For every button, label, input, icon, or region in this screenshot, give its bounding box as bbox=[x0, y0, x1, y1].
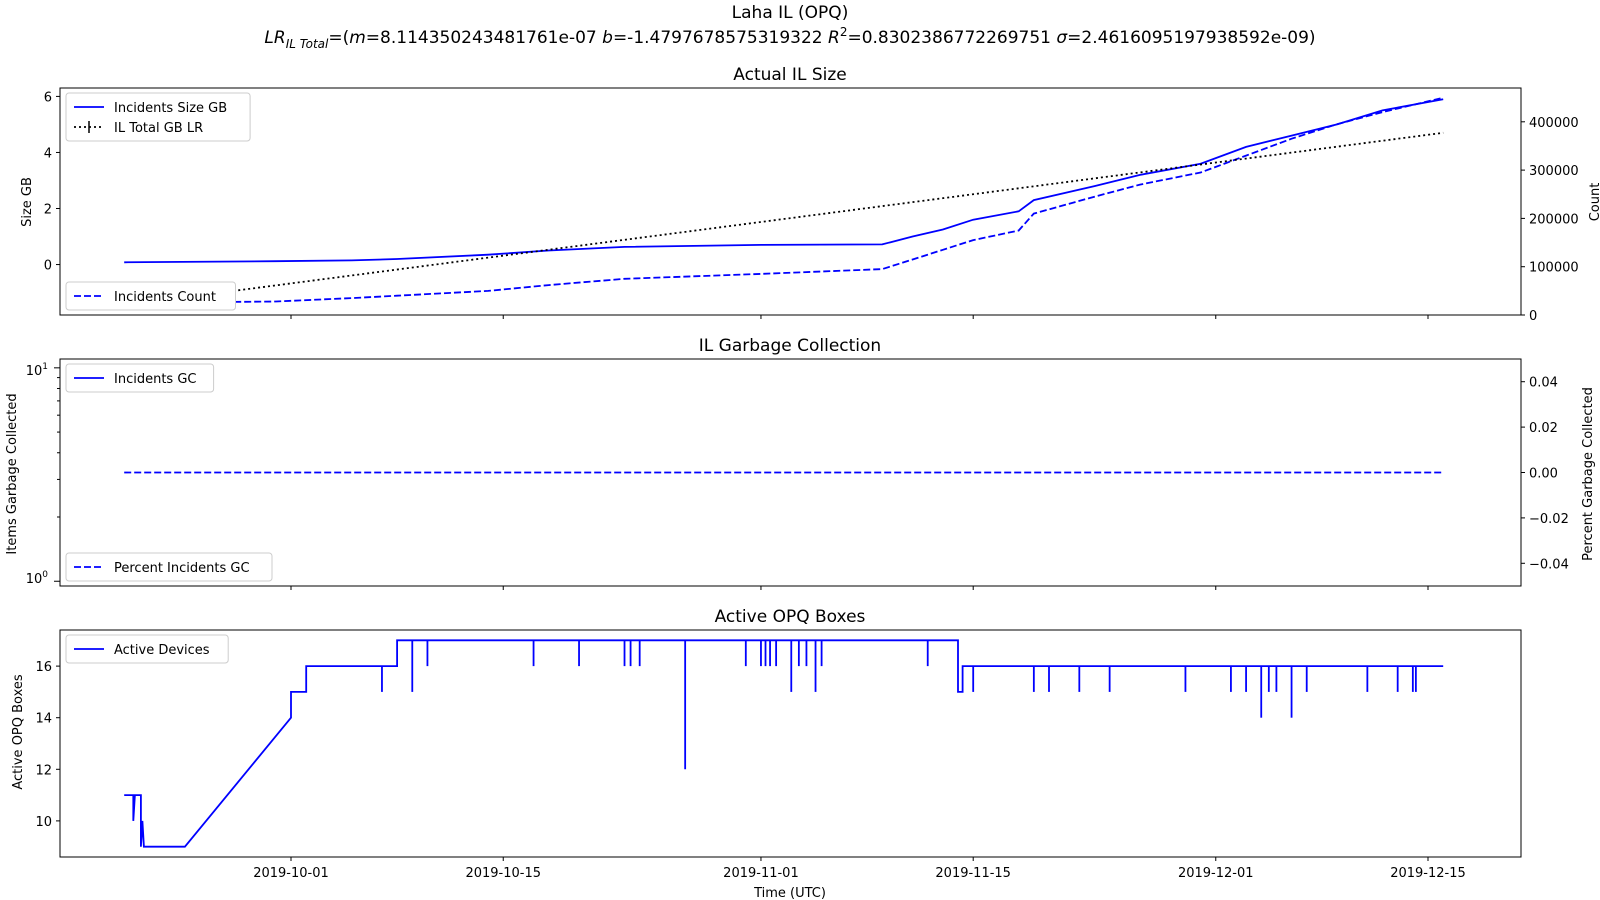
x-tick-label: 2019-12-15 bbox=[1390, 866, 1466, 881]
y-tick-label: 10 bbox=[35, 815, 52, 830]
right-y-tick-label: −0.02 bbox=[1529, 512, 1569, 527]
series-line bbox=[124, 96, 1444, 304]
legend-label: Percent Incidents GC bbox=[114, 561, 250, 576]
x-tick-label: 2019-10-15 bbox=[465, 866, 541, 881]
x-tick-label: 2019-10-01 bbox=[253, 866, 329, 881]
legend-box bbox=[65, 552, 273, 582]
plot-frame bbox=[59, 87, 1522, 316]
legend-label: IL Total GB LR bbox=[114, 121, 203, 136]
right-y-tick-label: 0.04 bbox=[1529, 376, 1558, 391]
y-axis-label: Size GB bbox=[20, 177, 35, 227]
legend-box bbox=[65, 92, 251, 142]
right-y-tick-label: −0.04 bbox=[1529, 557, 1569, 572]
y-tick-label: 100 bbox=[26, 570, 49, 587]
x-tick-label: 2019-11-15 bbox=[935, 866, 1011, 881]
panel-title: Active OPQ Boxes bbox=[715, 607, 866, 627]
y-tick-label: 16 bbox=[35, 660, 52, 675]
legend-label: Incidents Size GB bbox=[114, 101, 227, 116]
y-tick-label: 0 bbox=[44, 259, 52, 274]
legend-box bbox=[65, 634, 229, 664]
panel-title: IL Garbage Collection bbox=[699, 336, 881, 356]
panel-actual-il-size: Actual IL Size Size GB Count 6 4 2 0 400000 3… bbox=[20, 65, 1600, 324]
y-tick-label: 12 bbox=[35, 763, 52, 778]
right-y-tick-label: 400000 bbox=[1529, 116, 1579, 131]
right-y-axis-label: Percent Garbage Collected bbox=[1581, 387, 1596, 561]
series-line bbox=[124, 98, 1444, 264]
x-tick-label: 2019-12-01 bbox=[1178, 866, 1254, 881]
y-axis-label: Active OPQ Boxes bbox=[11, 674, 26, 790]
y-tick-label: 101 bbox=[26, 362, 48, 379]
legend-label: Incidents Count bbox=[114, 290, 216, 305]
right-y-tick-label: 0 bbox=[1529, 309, 1537, 324]
y-tick-label: 2 bbox=[44, 203, 52, 218]
regression-equation: LRIL Total=(m=8.114350243481761e-07 b=-1… bbox=[264, 25, 1315, 51]
figure-title: Laha IL (OPQ) bbox=[732, 3, 849, 23]
legend-box bbox=[65, 281, 236, 311]
panel-title: Actual IL Size bbox=[733, 65, 846, 85]
right-y-tick-label: 0.02 bbox=[1529, 421, 1558, 436]
legend-box bbox=[65, 363, 215, 393]
series-line bbox=[124, 131, 1444, 307]
y-tick-label: 4 bbox=[44, 146, 52, 161]
panel-active-opq-boxes: Active OPQ Boxes Active OPQ Boxes 2019-1… bbox=[11, 607, 1522, 881]
right-y-tick-label: 100000 bbox=[1529, 261, 1579, 276]
right-y-tick-label: 0.00 bbox=[1529, 467, 1558, 482]
right-y-axis-label: Count bbox=[1588, 183, 1600, 222]
x-tick-label: 2019-11-01 bbox=[723, 866, 799, 881]
right-y-tick-label: 300000 bbox=[1529, 164, 1579, 179]
legend-label: Active Devices bbox=[114, 643, 210, 658]
y-tick-label: 14 bbox=[35, 712, 52, 727]
legend-label: Incidents GC bbox=[114, 372, 196, 387]
series-line bbox=[124, 639, 1444, 848]
y-tick-label: 6 bbox=[44, 90, 52, 105]
x-axis-label: Time (UTC) bbox=[753, 886, 826, 900]
plot-frame bbox=[59, 629, 1522, 858]
right-y-tick-label: 200000 bbox=[1529, 212, 1579, 227]
panel-il-garbage-collection: IL Garbage Collection Items Garbage Coll… bbox=[5, 336, 1596, 590]
y-axis-label: Items Garbage Collected bbox=[5, 393, 20, 554]
